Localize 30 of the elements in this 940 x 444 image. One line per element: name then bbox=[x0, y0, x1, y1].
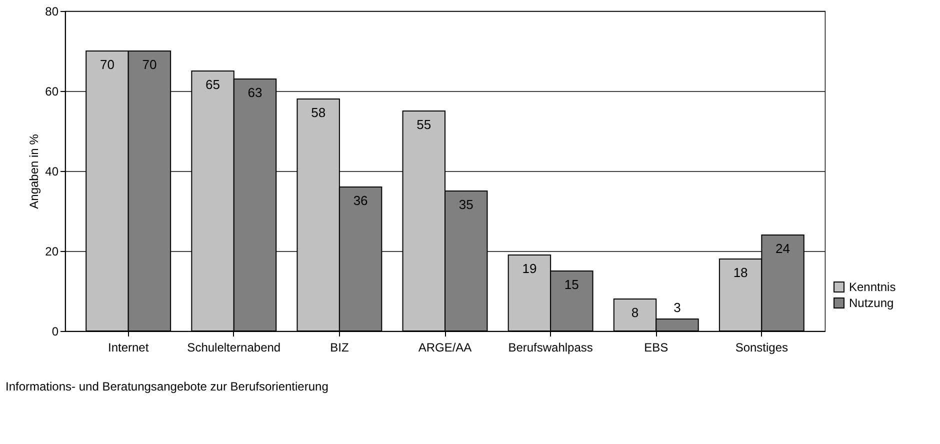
data-label: 8 bbox=[631, 305, 639, 320]
x-tick-label: Sonstiges bbox=[735, 340, 788, 354]
data-label: 63 bbox=[248, 85, 262, 100]
y-axis-title: Angaben in % bbox=[27, 134, 42, 209]
data-label: 70 bbox=[142, 57, 157, 72]
data-label: 19 bbox=[522, 261, 537, 276]
x-tick-label: BIZ bbox=[330, 340, 349, 354]
y-tick-label: 80 bbox=[45, 4, 59, 18]
y-tick-label: 0 bbox=[52, 324, 59, 338]
legend-label: Kenntnis bbox=[849, 280, 896, 294]
legend-label: Nutzung bbox=[849, 296, 894, 310]
data-label: 55 bbox=[416, 117, 432, 132]
data-label: 36 bbox=[353, 193, 368, 208]
x-tick-label: Berufswahlpass bbox=[508, 340, 593, 354]
x-tick-label: ARGE/AA bbox=[418, 340, 472, 354]
data-label: 65 bbox=[206, 77, 220, 92]
y-tick-label: 40 bbox=[45, 164, 59, 178]
data-label: 35 bbox=[458, 197, 474, 212]
x-tick-label: Internet bbox=[108, 340, 150, 354]
data-label: 15 bbox=[564, 277, 579, 292]
x-axis-title: Informations- und Beratungsangebote zur Berufsorientierung bbox=[6, 380, 328, 394]
data-label: 24 bbox=[776, 241, 790, 256]
data-label: 70 bbox=[100, 57, 114, 72]
x-tick-label: EBS bbox=[644, 340, 668, 354]
data-label: 58 bbox=[311, 105, 326, 120]
data-label: 18 bbox=[733, 265, 748, 280]
y-tick-label: 60 bbox=[45, 84, 59, 98]
data-label: 3 bbox=[674, 300, 681, 315]
x-tick-label: Schulelternabend bbox=[187, 340, 281, 354]
y-tick-label: 20 bbox=[45, 244, 59, 258]
